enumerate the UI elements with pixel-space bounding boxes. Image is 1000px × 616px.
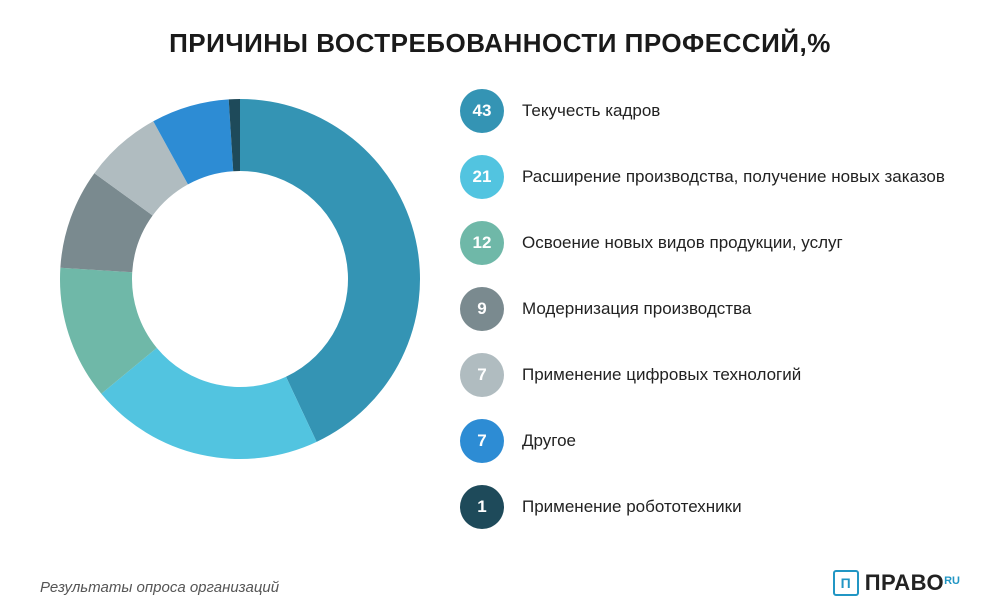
brand-text: ПРАВО: [865, 570, 944, 595]
legend-label: Освоение новых видов продукции, услуг: [504, 233, 843, 253]
legend-label: Другое: [504, 431, 576, 451]
page-title: ПРИЧИНЫ ВОСТРЕБОВАННОСТИ ПРОФЕССИЙ,%: [0, 0, 1000, 59]
legend-row: 9Модернизация производства: [460, 287, 960, 331]
source-text: Результаты опроса организаций: [40, 579, 279, 596]
legend-row: 21Расширение производства, получение нов…: [460, 155, 960, 199]
legend: 43Текучесть кадров 21Расширение производс…: [440, 79, 960, 551]
legend-badge: 7: [460, 419, 504, 463]
legend-badge: 1: [460, 485, 504, 529]
brand-suffix: RU: [944, 575, 960, 587]
donut-chart: [50, 89, 430, 469]
footer: Результаты опроса организаций П ПРАВОRU: [40, 570, 960, 596]
legend-row: 7Применение цифровых технологий: [460, 353, 960, 397]
legend-label: Применение цифровых технологий: [504, 365, 801, 385]
donut-chart-container: [40, 79, 440, 469]
legend-label: Текучесть кадров: [504, 101, 660, 121]
legend-row: 1Применение робототехники: [460, 485, 960, 529]
legend-row: 7Другое: [460, 419, 960, 463]
legend-badge: 12: [460, 221, 504, 265]
legend-row: 43Текучесть кадров: [460, 89, 960, 133]
legend-label: Применение робототехники: [504, 497, 742, 517]
brand-logo: П ПРАВОRU: [833, 570, 960, 596]
legend-label: Расширение производства, получение новых…: [504, 167, 945, 187]
legend-row: 12Освоение новых видов продукции, услуг: [460, 221, 960, 265]
brand-icon: П: [833, 570, 859, 596]
legend-badge: 9: [460, 287, 504, 331]
content-area: 43Текучесть кадров 21Расширение производс…: [0, 59, 1000, 551]
legend-badge: 21: [460, 155, 504, 199]
legend-label: Модернизация производства: [504, 299, 751, 319]
legend-badge: 43: [460, 89, 504, 133]
legend-badge: 7: [460, 353, 504, 397]
